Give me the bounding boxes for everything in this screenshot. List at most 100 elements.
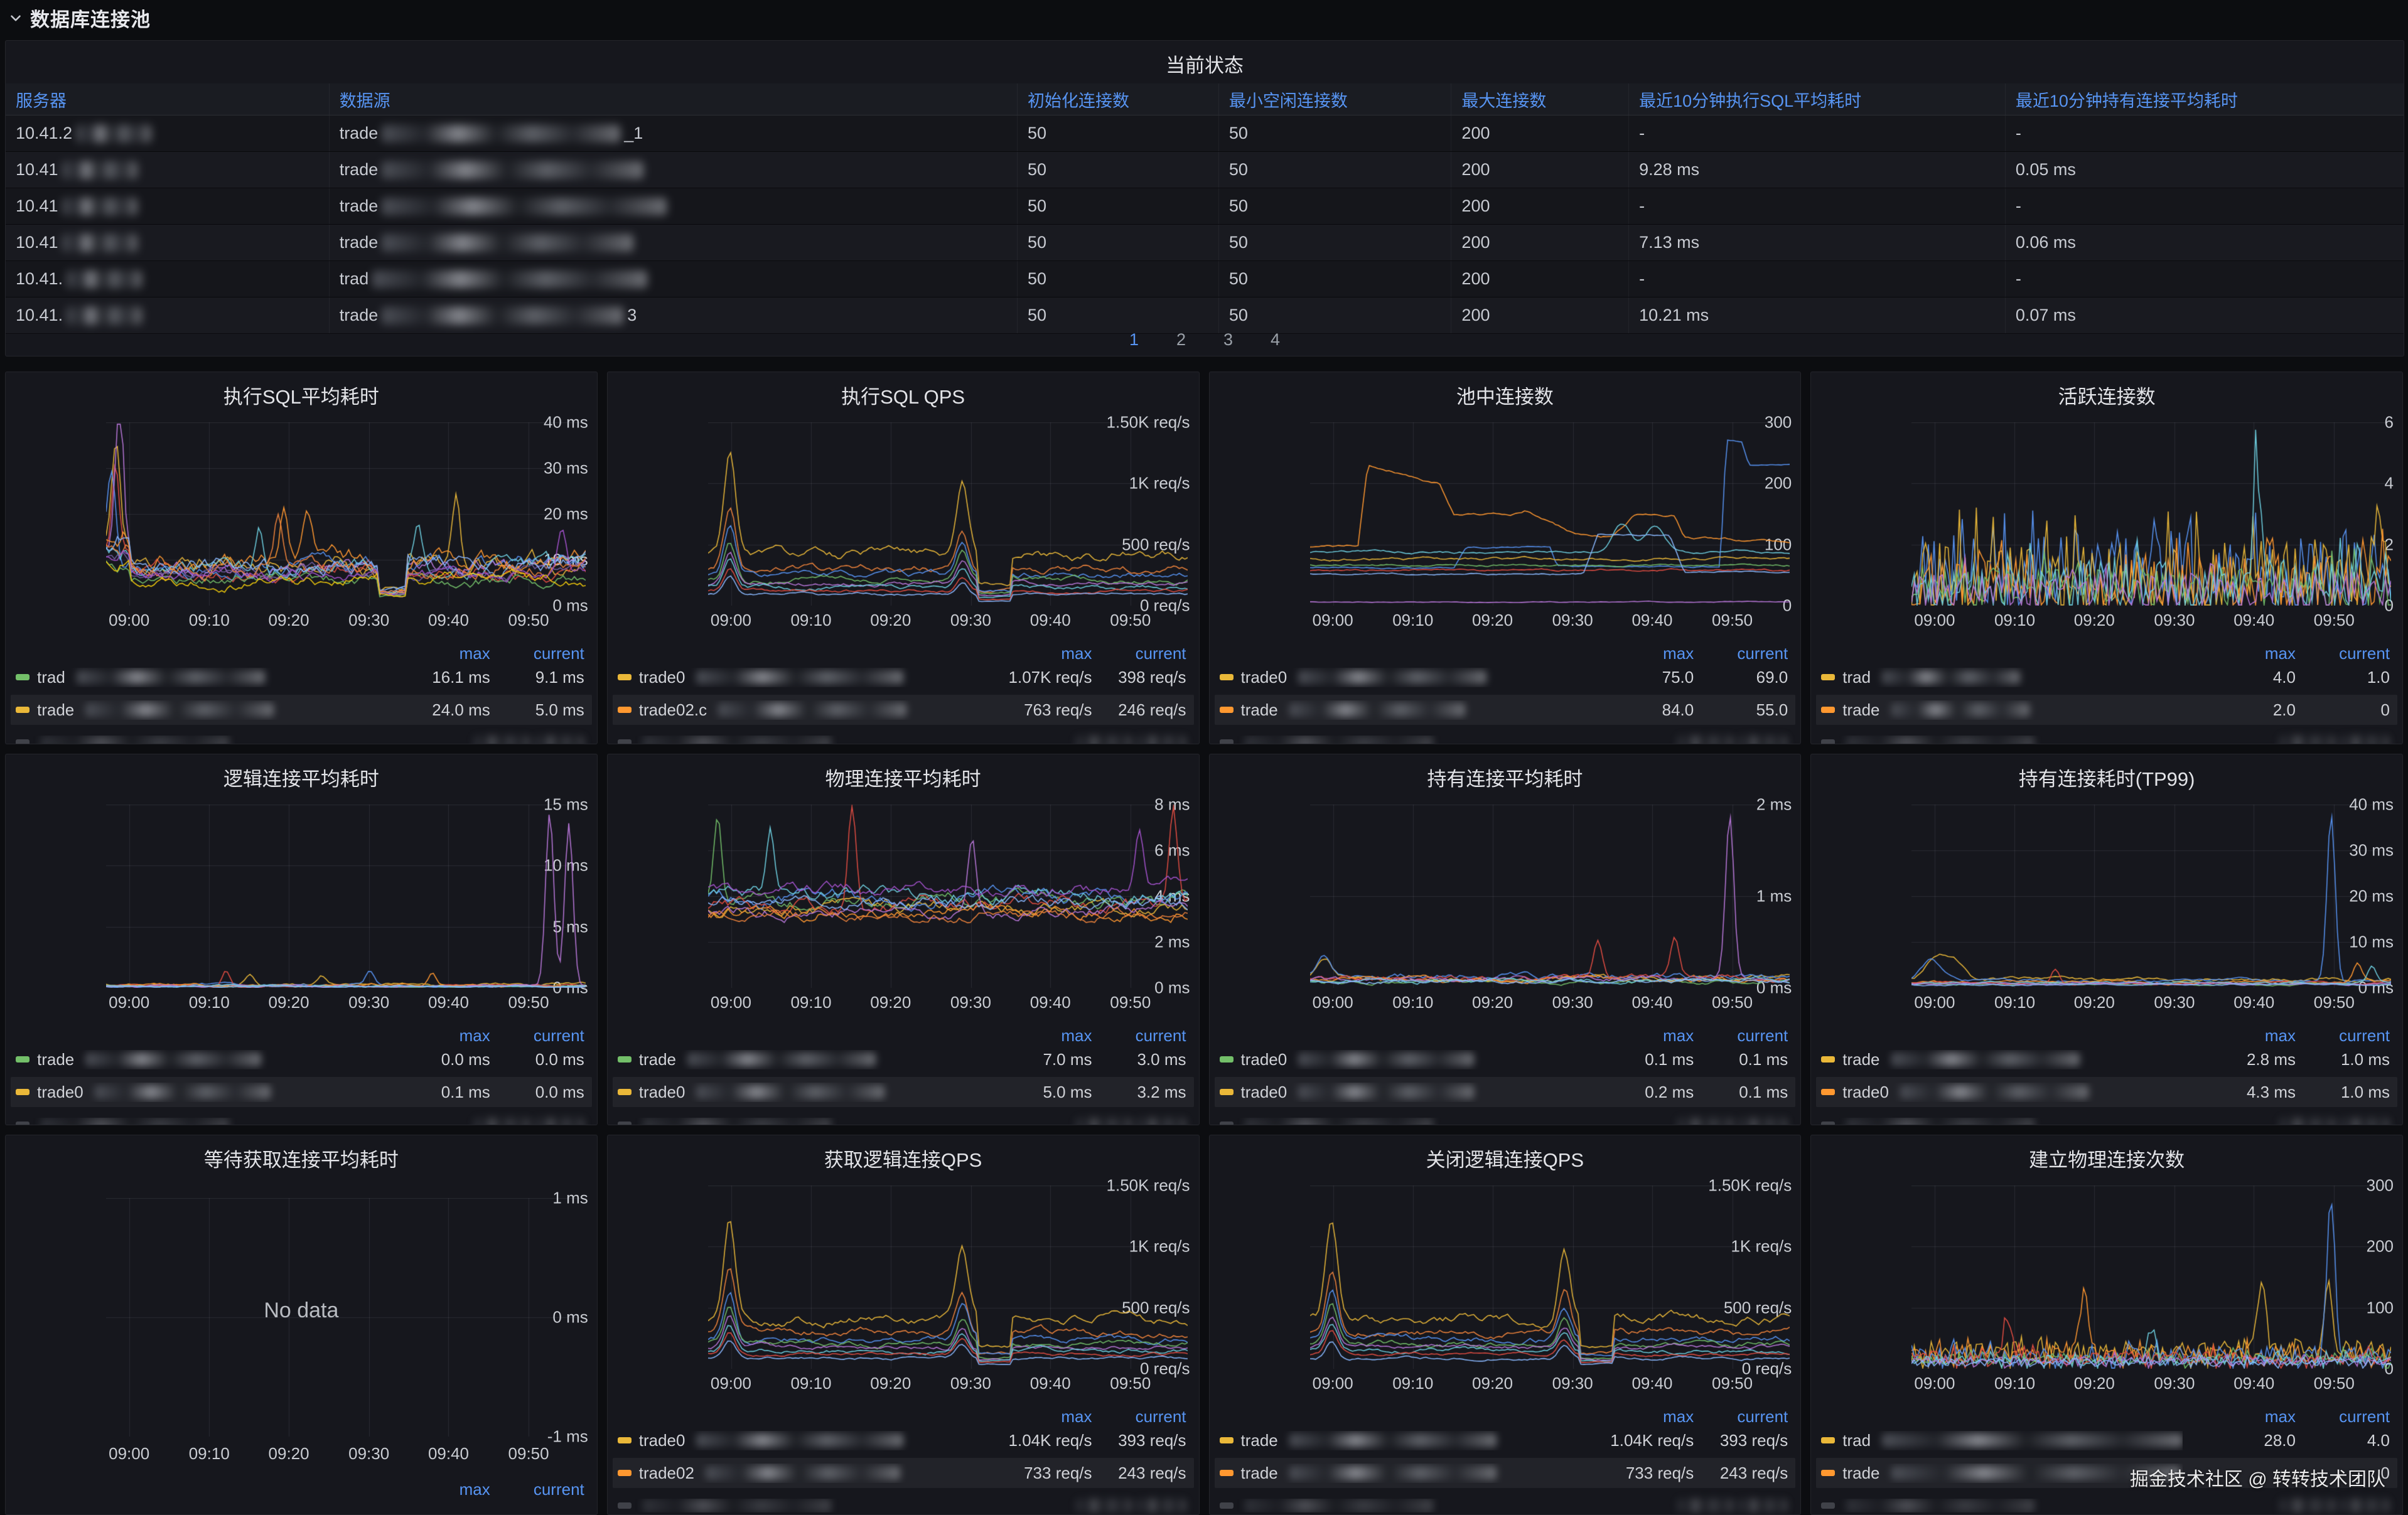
legend-row[interactable]: trad 16.1 ms 9.1 ms xyxy=(11,662,592,692)
panel-title[interactable]: 逻辑连接平均耗时 xyxy=(223,768,379,790)
legend-row[interactable]: trade 1.04K req/s 393 req/s xyxy=(1215,1425,1796,1455)
legend-series-name[interactable]: trade xyxy=(1219,1431,1581,1450)
page-button-2[interactable]: 2 xyxy=(1176,330,1186,349)
legend-row[interactable]: trade0 4.3 ms 1.0 ms xyxy=(1816,1077,2397,1107)
legend-sort-max[interactable]: max xyxy=(459,643,490,663)
legend-sort-current[interactable]: current xyxy=(1737,643,1788,663)
legend-sort-current[interactable]: current xyxy=(533,1479,584,1499)
legend-series-name[interactable]: trade02 xyxy=(617,1464,979,1483)
time-series-plot[interactable] xyxy=(707,1186,1188,1369)
legend-series-name[interactable]: trad xyxy=(1821,1431,2183,1450)
time-series-plot[interactable] xyxy=(106,1198,586,1437)
plot-canvas[interactable] xyxy=(707,422,1188,606)
panel-title[interactable]: 池中连接数 xyxy=(1456,386,1554,408)
section-header-database-pool[interactable]: 数据库连接池 xyxy=(8,4,151,32)
legend-series-name[interactable]: trade0 xyxy=(1219,1083,1581,1102)
time-series-plot[interactable] xyxy=(106,422,586,606)
panel-title[interactable]: 获取逻辑连接QPS xyxy=(824,1149,982,1171)
legend-row[interactable]: trade0 0.1 ms 0.1 ms xyxy=(1215,1044,1796,1074)
legend-row[interactable]: trade 7.0 ms 3.0 ms xyxy=(613,1044,1194,1074)
legend-sort-current[interactable]: current xyxy=(2339,1406,2390,1426)
legend-sort-max[interactable]: max xyxy=(2264,1406,2296,1426)
legend-sort-current[interactable]: current xyxy=(533,643,584,663)
legend-series-name[interactable]: trade0 xyxy=(1821,1083,2183,1102)
legend-sort-max[interactable]: max xyxy=(1061,1406,1092,1426)
legend-row[interactable]: trade0 0.1 ms 0.0 ms xyxy=(11,1077,592,1107)
legend-row[interactable]: trad 28.0 4.0 xyxy=(1816,1425,2397,1455)
legend-series-name[interactable]: trade xyxy=(1821,700,2183,720)
legend-row[interactable]: trade0 1.04K req/s 393 req/s xyxy=(613,1425,1194,1455)
legend-series-name[interactable]: trade xyxy=(16,700,377,720)
page-button-3[interactable]: 3 xyxy=(1223,330,1234,349)
legend-sort-max[interactable]: max xyxy=(1061,1025,1092,1045)
legend-series-name[interactable]: trade0 xyxy=(1219,1050,1581,1069)
legend-series-name[interactable]: trade02.c xyxy=(617,700,979,720)
legend-sort-current[interactable]: current xyxy=(1737,1025,1788,1045)
legend-series-name[interactable]: trade xyxy=(1219,1464,1581,1483)
legend-series-name[interactable]: trad xyxy=(16,668,377,687)
legend-row[interactable]: trad 4.0 1.0 xyxy=(1816,662,2397,692)
legend-sort-current[interactable]: current xyxy=(533,1025,584,1045)
panel-title[interactable]: 物理连接平均耗时 xyxy=(825,768,981,790)
time-series-plot[interactable] xyxy=(1911,1186,2392,1369)
legend-row[interactable]: trade 84.0 55.0 xyxy=(1214,695,1796,725)
legend-row[interactable]: trade 733 req/s 243 req/s xyxy=(1214,1458,1796,1488)
legend-row[interactable]: trade0 0.2 ms 0.1 ms xyxy=(1214,1077,1796,1107)
page-button-4[interactable]: 4 xyxy=(1271,330,1281,349)
legend-sort-max[interactable]: max xyxy=(1663,1025,1694,1045)
time-series-plot[interactable] xyxy=(1911,422,2392,606)
legend-sort-current[interactable]: current xyxy=(1135,643,1186,663)
column-header-1[interactable]: 数据源 xyxy=(330,83,1018,115)
plot-canvas[interactable] xyxy=(707,1186,1188,1369)
legend-series-name[interactable]: trade xyxy=(16,1050,377,1069)
legend-series-name[interactable]: trade xyxy=(617,1050,979,1069)
legend-row[interactable]: trade0 5.0 ms 3.2 ms xyxy=(612,1077,1194,1107)
legend-series-name[interactable]: trade xyxy=(1219,700,1581,720)
legend-series-name[interactable]: trade xyxy=(1821,1464,2183,1483)
column-header-4[interactable]: 最大连接数 xyxy=(1451,83,1630,115)
time-series-plot[interactable] xyxy=(1309,805,1790,988)
legend-row[interactable]: trade 0.0 ms 0.0 ms xyxy=(11,1044,592,1074)
legend-sort-current[interactable]: current xyxy=(1737,1406,1788,1426)
legend-sort-current[interactable]: current xyxy=(1135,1025,1186,1045)
legend-sort-max[interactable]: max xyxy=(459,1479,490,1499)
panel-title[interactable]: 等待获取连接平均耗时 xyxy=(203,1149,399,1171)
page-button-1[interactable]: 1 xyxy=(1129,330,1139,349)
legend-sort-current[interactable]: current xyxy=(2339,643,2390,663)
legend-row[interactable]: trade 24.0 ms 5.0 ms xyxy=(11,695,592,725)
time-series-plot[interactable] xyxy=(1309,422,1790,606)
time-series-plot[interactable] xyxy=(707,422,1188,606)
legend-sort-max[interactable]: max xyxy=(459,1025,490,1045)
plot-canvas[interactable] xyxy=(1911,1186,2392,1369)
legend-row[interactable]: trade 0 xyxy=(1816,1458,2397,1488)
legend-sort-max[interactable]: max xyxy=(1663,1406,1694,1426)
plot-canvas[interactable] xyxy=(106,1198,586,1437)
column-header-0[interactable]: 服务器 xyxy=(6,83,330,115)
time-series-plot[interactable] xyxy=(1309,1186,1790,1369)
plot-canvas[interactable] xyxy=(1309,1186,1790,1369)
plot-canvas[interactable] xyxy=(1911,422,2392,606)
time-series-plot[interactable] xyxy=(707,805,1188,988)
plot-canvas[interactable] xyxy=(707,805,1188,988)
legend-row[interactable]: trade 2.0 0 xyxy=(1816,695,2397,725)
legend-row[interactable]: trade02.c 763 req/s 246 req/s xyxy=(612,695,1194,725)
column-header-2[interactable]: 初始化连接数 xyxy=(1018,83,1219,115)
table-panel-title[interactable]: 当前状态 xyxy=(1166,55,1244,77)
plot-canvas[interactable] xyxy=(1309,805,1790,988)
column-header-3[interactable]: 最小空闲连接数 xyxy=(1219,83,1452,115)
panel-title[interactable]: 持有连接平均耗时 xyxy=(1427,768,1583,790)
plot-canvas[interactable] xyxy=(1911,805,2392,988)
legend-row[interactable]: trade0 1.07K req/s 398 req/s xyxy=(613,662,1194,692)
legend-sort-current[interactable]: current xyxy=(2339,1025,2390,1045)
legend-series-name[interactable]: trade0 xyxy=(617,1431,979,1450)
legend-sort-max[interactable]: max xyxy=(1061,643,1092,663)
panel-title[interactable]: 建立物理连接次数 xyxy=(2029,1149,2185,1171)
plot-canvas[interactable] xyxy=(106,805,586,988)
panel-title[interactable]: 活跃连接数 xyxy=(2058,386,2156,408)
legend-sort-max[interactable]: max xyxy=(1663,643,1694,663)
time-series-plot[interactable] xyxy=(1911,805,2392,988)
legend-sort-max[interactable]: max xyxy=(2264,1025,2296,1045)
panel-title[interactable]: 持有连接耗时(TP99) xyxy=(2018,768,2195,790)
legend-series-name[interactable]: trad xyxy=(1821,668,2183,687)
legend-row[interactable]: trade 2.8 ms 1.0 ms xyxy=(1816,1044,2397,1074)
